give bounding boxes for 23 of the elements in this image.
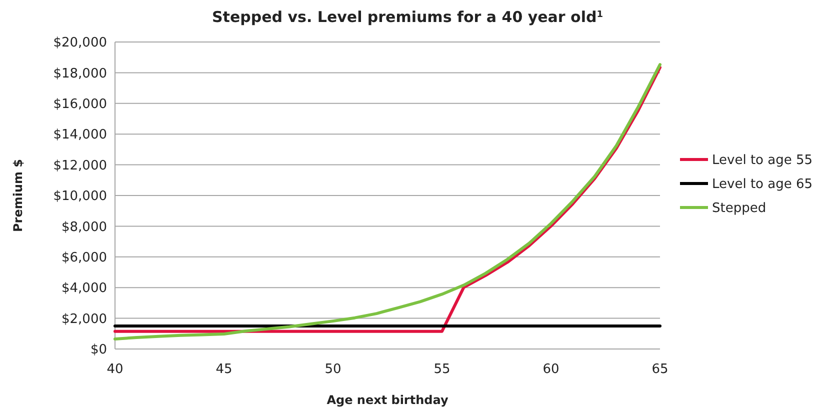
- y-tick-label: $20,000: [53, 36, 107, 51]
- y-tick-label: $8,000: [62, 220, 107, 235]
- y-tick-label: $12,000: [53, 158, 107, 174]
- x-axis-title: Age next birthday: [326, 393, 448, 407]
- chart-title: Stepped vs. Level premiums for a 40 year old$^{1}$: [212, 8, 603, 26]
- x-tick-label: 40: [106, 362, 124, 377]
- x-tick-label: 50: [324, 362, 342, 377]
- y-tick-label: $18,000: [53, 66, 107, 82]
- legend-label: Level to age 65: [712, 177, 813, 192]
- y-tick-label: $0: [90, 342, 107, 358]
- legend-label: Stepped: [712, 201, 766, 216]
- x-tick-label: 60: [542, 362, 560, 377]
- x-tick-label: 55: [434, 362, 450, 377]
- y-tick-label: $14,000: [53, 128, 107, 143]
- x-tick-label: 45: [216, 362, 232, 377]
- y-tick-label: $4,000: [62, 281, 107, 296]
- y-tick-label: $10,000: [53, 189, 107, 204]
- y-tick-label: $16,000: [53, 96, 107, 112]
- x-tick-label: 65: [652, 362, 668, 377]
- y-tick-label: $2,000: [62, 312, 107, 327]
- y-tick-label: $6,000: [62, 250, 107, 266]
- y-axis-title: Premium $: [11, 158, 25, 232]
- legend-label: Level to age 55: [712, 153, 813, 168]
